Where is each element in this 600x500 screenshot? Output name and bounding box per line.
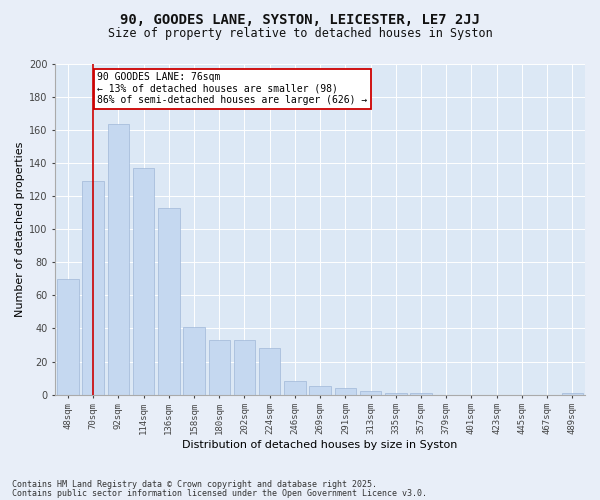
Bar xyxy=(335,388,356,394)
Y-axis label: Number of detached properties: Number of detached properties xyxy=(15,142,25,317)
Bar xyxy=(82,182,104,394)
Bar xyxy=(57,279,79,394)
Text: 90 GOODES LANE: 76sqm
← 13% of detached houses are smaller (98)
86% of semi-deta: 90 GOODES LANE: 76sqm ← 13% of detached … xyxy=(97,72,367,106)
Bar xyxy=(184,327,205,394)
Text: Contains public sector information licensed under the Open Government Licence v3: Contains public sector information licen… xyxy=(12,489,427,498)
Bar xyxy=(410,393,432,394)
X-axis label: Distribution of detached houses by size in Syston: Distribution of detached houses by size … xyxy=(182,440,458,450)
Bar xyxy=(133,168,154,394)
Bar xyxy=(158,208,179,394)
Text: Contains HM Land Registry data © Crown copyright and database right 2025.: Contains HM Land Registry data © Crown c… xyxy=(12,480,377,489)
Text: 90, GOODES LANE, SYSTON, LEICESTER, LE7 2JJ: 90, GOODES LANE, SYSTON, LEICESTER, LE7 … xyxy=(120,12,480,26)
Bar xyxy=(385,393,407,394)
Text: Size of property relative to detached houses in Syston: Size of property relative to detached ho… xyxy=(107,28,493,40)
Bar xyxy=(284,382,305,394)
Bar xyxy=(360,391,382,394)
Bar xyxy=(107,124,129,394)
Bar xyxy=(310,386,331,394)
Bar xyxy=(259,348,280,395)
Bar xyxy=(209,340,230,394)
Bar xyxy=(234,340,255,394)
Bar xyxy=(562,393,583,394)
